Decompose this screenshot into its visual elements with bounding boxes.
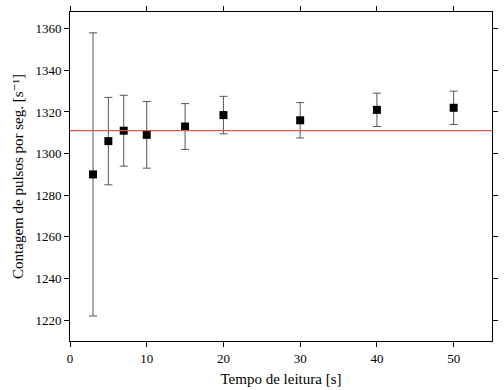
svg-text:30: 30: [294, 351, 307, 366]
svg-text:1300: 1300: [35, 146, 61, 161]
svg-text:1280: 1280: [35, 188, 61, 203]
svg-text:Contagem de pulsos por seg. [s: Contagem de pulsos por seg. [s⁻¹]: [10, 74, 26, 279]
svg-text:0: 0: [67, 351, 74, 366]
svg-text:1260: 1260: [35, 229, 61, 244]
svg-text:1360: 1360: [35, 21, 61, 36]
svg-text:50: 50: [447, 351, 460, 366]
svg-text:1220: 1220: [35, 313, 61, 328]
svg-text:1240: 1240: [35, 271, 61, 286]
svg-text:1340: 1340: [35, 63, 61, 78]
svg-text:20: 20: [217, 351, 230, 366]
svg-text:Tempo de leitura [s]: Tempo de leitura [s]: [221, 371, 342, 387]
svg-text:1320: 1320: [35, 105, 61, 120]
svg-text:40: 40: [370, 351, 383, 366]
svg-text:10: 10: [140, 351, 153, 366]
